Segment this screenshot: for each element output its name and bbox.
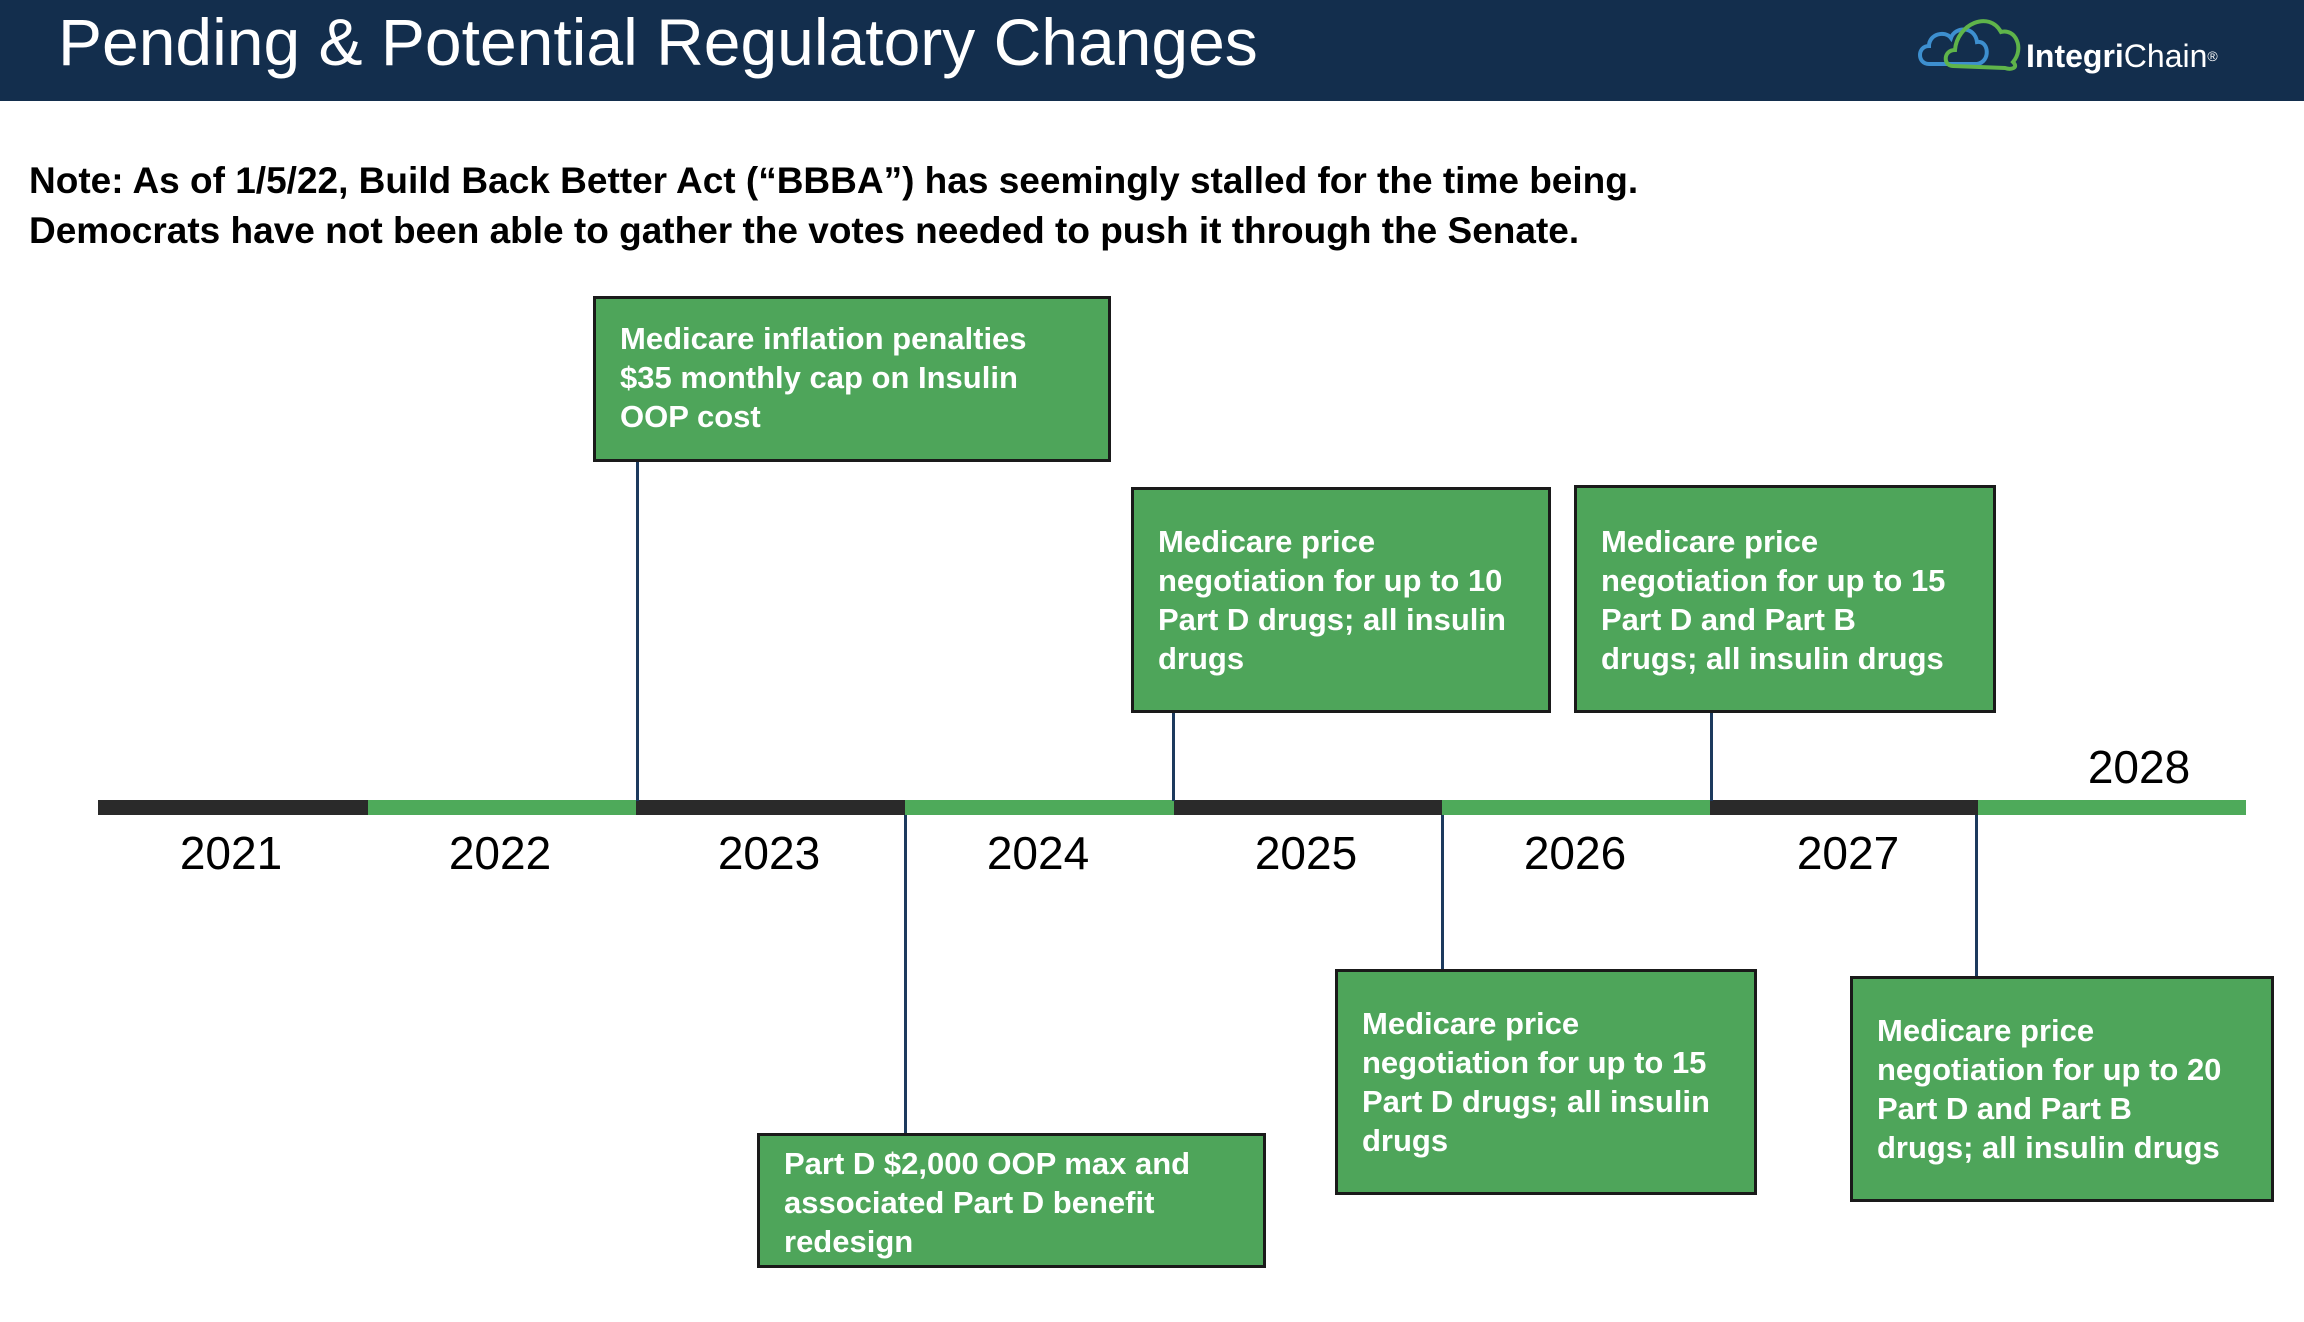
timeline-segment-2025 [1174, 800, 1442, 815]
event-box: Medicare price negotiation for up to 20 … [1850, 976, 2274, 1202]
timeline-segment-2022 [368, 800, 636, 815]
year-label-2025: 2025 [1254, 827, 1358, 879]
year-label-2021: 2021 [179, 827, 283, 879]
event-box: Medicare price negotiation for up to 10 … [1131, 487, 1551, 713]
connector-line [1710, 712, 1713, 801]
logo-text: IntegriChain® [2026, 38, 2218, 74]
cloud-logo-icon [1918, 19, 2021, 71]
event-box: Medicare price negotiation for up to 15 … [1574, 485, 1996, 713]
connector-line [1975, 815, 1978, 978]
header-bar: Pending & Potential Regulatory Changes I… [0, 0, 2304, 101]
timeline-segment-2024 [905, 800, 1174, 815]
connector-line [636, 461, 639, 801]
timeline-segment-2027 [1710, 800, 1978, 815]
event-box: Part D $2,000 OOP max and associated Par… [757, 1133, 1266, 1268]
connector-line [1172, 712, 1175, 801]
year-label-2028: 2028 [2087, 741, 2191, 793]
year-label-2024: 2024 [986, 827, 1090, 879]
connector-line [1441, 815, 1444, 971]
integrichain-logo: IntegriChain® [1915, 6, 2218, 76]
note-line-1: Note: As of 1/5/22, Build Back Better Ac… [29, 160, 1639, 201]
connector-line [904, 815, 907, 1133]
year-label-2026: 2026 [1523, 827, 1627, 879]
timeline-segment-2021 [98, 800, 368, 815]
note-text: Note: As of 1/5/22, Build Back Better Ac… [29, 156, 2029, 256]
year-label-2022: 2022 [448, 827, 552, 879]
page-title: Pending & Potential Regulatory Changes [58, 5, 1258, 79]
event-box: Medicare inflation penalties $35 monthly… [593, 296, 1111, 462]
year-label-2023: 2023 [717, 827, 821, 879]
timeline-segment-2026 [1442, 800, 1710, 815]
year-label-2027: 2027 [1796, 827, 1900, 879]
timeline-segment-2028 [1978, 800, 2246, 815]
note-line-2: Democrats have not been able to gather t… [29, 210, 1580, 251]
event-box: Medicare price negotiation for up to 15 … [1335, 969, 1757, 1195]
timeline-segment-2023 [636, 800, 905, 815]
